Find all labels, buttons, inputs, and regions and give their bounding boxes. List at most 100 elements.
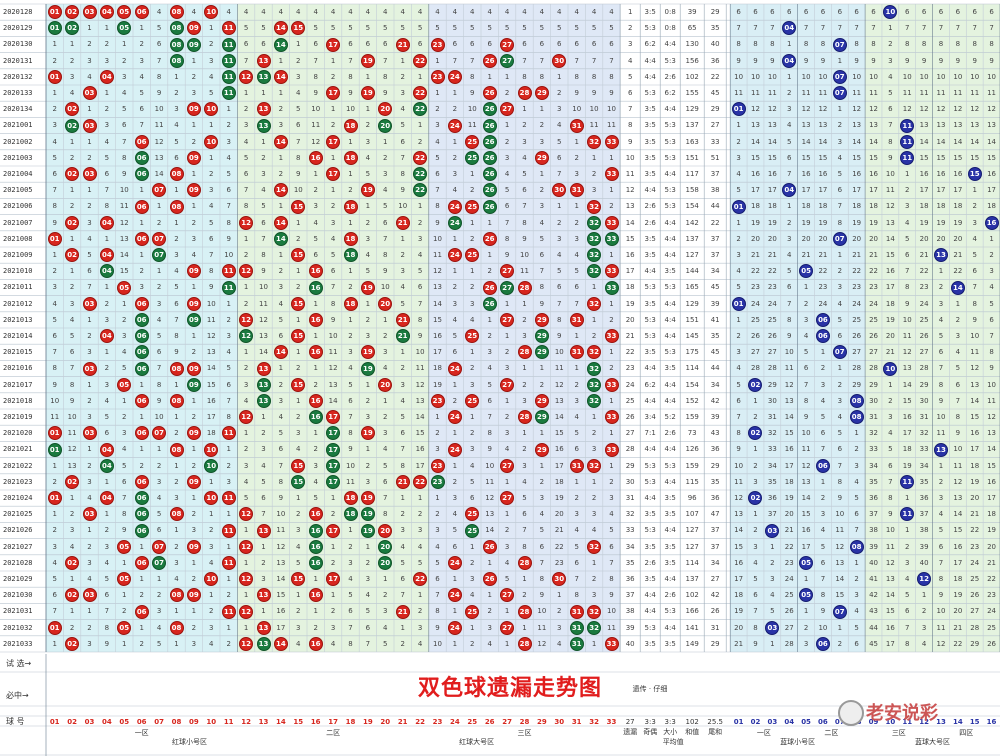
red-ball: 02 [65, 248, 80, 263]
stat-value: 127 [680, 522, 704, 538]
miss-value: 6 [203, 231, 220, 247]
blue-miss-value: 5 [848, 620, 865, 636]
blue-miss-value: 5 [899, 587, 916, 603]
miss-value: 1 [290, 312, 307, 328]
miss-value: 5 [498, 571, 515, 587]
blue-miss-value: 10 [882, 166, 899, 182]
blue-miss-value: 4 [764, 587, 781, 603]
blue-miss-value: 13 [882, 215, 899, 231]
miss-value: 1 [429, 409, 446, 425]
miss-value: 1 [63, 490, 80, 506]
stat-value: 37 [620, 587, 640, 603]
red-ball: 06 [134, 555, 149, 570]
blue-column-header: 06 [815, 718, 832, 726]
red-ball: 02 [65, 555, 80, 570]
miss-value: 4 [411, 4, 428, 20]
miss-value: 1 [203, 150, 220, 166]
miss-value: 2 [324, 603, 341, 619]
miss-value: 6 [150, 36, 167, 52]
blue-miss-value: 1 [983, 231, 1000, 247]
blue-miss-value: 7 [798, 377, 815, 393]
miss-value: 10 [255, 279, 272, 295]
blue-miss-value: 5 [949, 360, 966, 376]
red-column-header: 19 [359, 718, 376, 726]
miss-value: 18 [203, 425, 220, 441]
blue-ball: 05 [799, 588, 814, 603]
blue-miss-value: 17 [815, 182, 832, 198]
blue-miss-value: 20 [730, 620, 747, 636]
blue-miss-value: 2 [882, 36, 899, 52]
blue-zone-label: 一区 [730, 728, 797, 738]
miss-value: 1 [429, 53, 446, 69]
blue-ball: 07 [832, 604, 847, 619]
miss-value: 4 [81, 69, 98, 85]
miss-value: 8 [220, 215, 237, 231]
miss-value: 6 [429, 166, 446, 182]
stat-column-header: 和值 [680, 727, 704, 737]
red-ball: 05 [117, 620, 132, 635]
red-ball: 21 [395, 37, 410, 52]
miss-value: 7 [551, 166, 568, 182]
blue-miss-value: 17 [882, 636, 899, 652]
stat-value: 96 [680, 490, 704, 506]
blue-ball: 01 [731, 102, 746, 117]
stat-value: 40 [704, 36, 726, 52]
miss-value: 4 [46, 134, 63, 150]
issue-label: 2021004 [0, 166, 46, 182]
red-ball: 22 [413, 572, 428, 587]
red-ball: 16 [308, 523, 323, 538]
miss-value: 4 [168, 571, 185, 587]
blue-miss-value: 34 [916, 458, 933, 474]
miss-value: 1 [272, 53, 289, 69]
miss-value: 2 [585, 166, 602, 182]
miss-value: 4 [551, 117, 568, 133]
blue-miss-value: 22 [916, 263, 933, 279]
miss-value: 1 [481, 215, 498, 231]
blue-miss-value: 7 [781, 166, 798, 182]
miss-value: 1 [342, 312, 359, 328]
miss-value: 5 [568, 425, 585, 441]
blue-column-header: 03 [764, 718, 781, 726]
stat-value: 39 [704, 296, 726, 312]
red-ball: 03 [82, 118, 97, 133]
blue-ball: 04 [782, 183, 797, 198]
blue-miss-value: 26 [848, 328, 865, 344]
stat-value: 13 [620, 198, 640, 214]
miss-value: 1 [498, 603, 515, 619]
miss-value: 7 [133, 117, 150, 133]
stat-value: 6:2 [660, 85, 680, 101]
miss-value: 5 [533, 231, 550, 247]
red-ball: 17 [326, 37, 341, 52]
miss-value: 17 [203, 409, 220, 425]
miss-value: 1 [255, 409, 272, 425]
blue-miss-value: 8 [815, 587, 832, 603]
blue-miss-value: 11 [949, 85, 966, 101]
blue-miss-value: 20 [916, 231, 933, 247]
blue-miss-value: 7 [781, 296, 798, 312]
blue-miss-value: 10 [933, 409, 950, 425]
miss-value: 3 [342, 555, 359, 571]
stat-value: 26 [704, 603, 726, 619]
blue-miss-value: 30 [865, 393, 882, 409]
stat-value: 4:4 [660, 247, 680, 263]
blue-miss-value: 10 [983, 69, 1000, 85]
red-column-header: 25 [464, 718, 481, 726]
blue-miss-value: 8 [865, 36, 882, 52]
red-ball: 20 [378, 539, 393, 554]
red-zone-label: 三区 [429, 728, 620, 738]
blue-miss-value: 17 [966, 441, 983, 457]
red-ball: 12 [239, 312, 254, 327]
blue-miss-value: 19 [882, 312, 899, 328]
miss-value: 3 [585, 587, 602, 603]
miss-value: 8 [46, 360, 63, 376]
blue-miss-value: 5 [831, 166, 848, 182]
miss-value: 9 [377, 85, 394, 101]
miss-value: 6 [150, 522, 167, 538]
blue-miss-value: 5 [848, 490, 865, 506]
miss-value: 3 [237, 377, 254, 393]
stat-value: 149 [680, 636, 704, 652]
blue-miss-value: 4 [831, 409, 848, 425]
miss-value: 1 [237, 555, 254, 571]
miss-value: 8 [150, 69, 167, 85]
blue-miss-value: 21 [781, 522, 798, 538]
